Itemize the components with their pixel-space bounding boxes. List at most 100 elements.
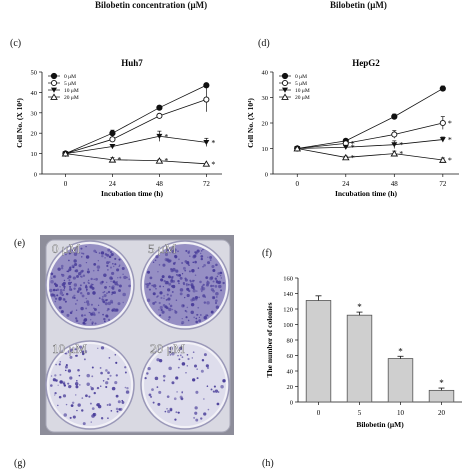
legend-marker (281, 93, 289, 100)
colony (99, 367, 102, 369)
colony (219, 274, 222, 277)
significance-star: * (164, 157, 168, 166)
colony (217, 391, 220, 393)
colony (80, 314, 84, 317)
colony (116, 268, 120, 272)
colony (77, 368, 80, 372)
colony (156, 386, 159, 388)
colony (212, 284, 215, 287)
colony (72, 296, 75, 299)
colony (206, 366, 210, 370)
colony (126, 386, 129, 390)
colony (53, 282, 57, 286)
data-point (108, 156, 117, 163)
colony (107, 301, 112, 306)
colony (205, 364, 209, 368)
colony (194, 274, 197, 276)
colony (97, 311, 100, 314)
colony (106, 292, 108, 294)
colony (91, 407, 95, 410)
colony (68, 285, 72, 288)
colony (122, 273, 124, 276)
colony (159, 305, 163, 310)
colony (162, 303, 166, 307)
colony (156, 358, 160, 362)
well-stain (144, 344, 226, 426)
colony (107, 248, 111, 252)
colony (216, 296, 218, 298)
colony (106, 264, 109, 268)
colony (200, 287, 204, 291)
colony (62, 294, 65, 296)
colony (75, 317, 78, 320)
colony (178, 358, 181, 361)
colony (151, 284, 154, 287)
colony (146, 282, 150, 287)
y-tick-label: 20 (262, 121, 269, 128)
data-point (109, 136, 116, 143)
colony (197, 267, 200, 269)
colony (168, 366, 172, 371)
colony (92, 291, 96, 295)
colony (64, 352, 67, 355)
colony (107, 318, 111, 321)
colony (155, 255, 159, 259)
colony (105, 381, 109, 385)
colony (171, 276, 174, 280)
colony (94, 322, 97, 325)
colony (158, 358, 163, 363)
bar (428, 389, 455, 403)
colony (50, 272, 54, 276)
colony (107, 290, 111, 294)
colony (90, 386, 92, 388)
colony (192, 297, 196, 301)
colony (217, 281, 220, 285)
colony (115, 394, 119, 398)
colony (220, 385, 224, 389)
colony (100, 417, 104, 420)
colony (65, 364, 68, 367)
colony (154, 376, 159, 381)
colony (53, 275, 56, 278)
series-line (297, 88, 444, 149)
colony (212, 280, 215, 283)
colony (74, 348, 77, 351)
colony (163, 297, 165, 300)
colony (74, 394, 77, 396)
colony (77, 403, 81, 407)
colony (181, 303, 185, 308)
colony (51, 293, 55, 297)
colony (91, 311, 96, 316)
colony (196, 249, 200, 253)
colony (169, 304, 173, 308)
colony (150, 395, 153, 398)
colony (168, 307, 172, 312)
colony (90, 387, 94, 391)
colony (89, 319, 92, 321)
colony (179, 354, 182, 357)
colony (194, 406, 198, 410)
significance-star: * (439, 378, 444, 388)
colony (105, 314, 109, 318)
colony (56, 294, 59, 297)
data-point (391, 142, 398, 148)
colony (191, 269, 195, 273)
colony (90, 303, 93, 306)
colony (212, 296, 215, 299)
series-line (65, 99, 207, 154)
colony (75, 355, 77, 357)
colony (179, 395, 183, 399)
colony (210, 276, 214, 280)
colony (75, 319, 79, 323)
colony (177, 250, 179, 253)
colony (101, 299, 105, 302)
colony (118, 284, 122, 288)
hepg2-line-chart: HepG2 0 10 20 30 40 0 24 48 72 Incubation time (h)… (246, 58, 459, 198)
colony (101, 295, 104, 298)
colony (151, 388, 154, 392)
colony (215, 279, 218, 282)
colony (93, 307, 95, 310)
colony (202, 248, 204, 251)
colony (58, 395, 62, 399)
colony (78, 345, 83, 349)
